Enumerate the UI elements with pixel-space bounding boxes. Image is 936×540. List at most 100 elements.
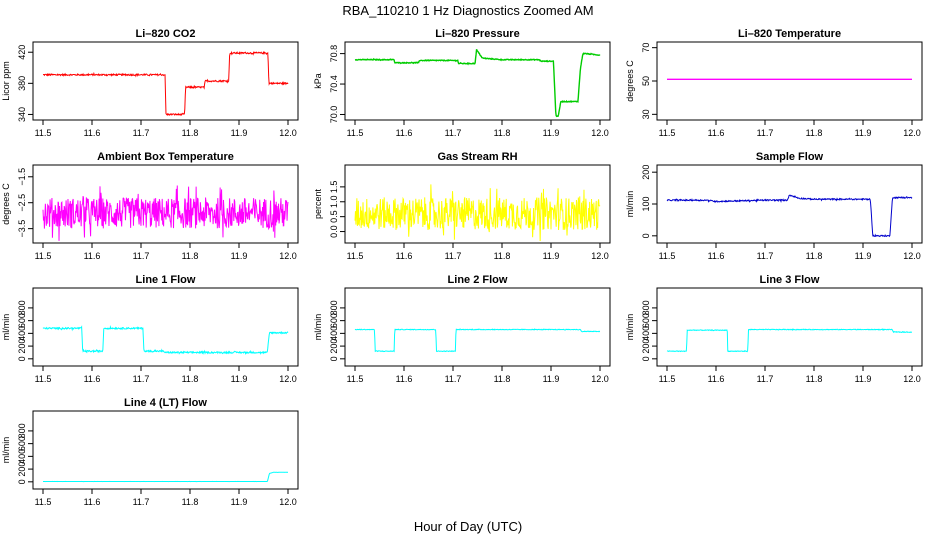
panel-title: Line 2 Flow bbox=[448, 274, 508, 286]
x-tick-label: 12.0 bbox=[279, 251, 297, 261]
y-axis-label: degrees C bbox=[625, 60, 635, 102]
x-tick-label: 11.8 bbox=[806, 251, 823, 261]
y-axis-label: Licor ppm bbox=[1, 61, 11, 101]
panel-title: Li–820 Pressure bbox=[435, 28, 519, 40]
x-tick-label: 11.5 bbox=[347, 128, 364, 138]
y-tick-label: 340 bbox=[17, 107, 27, 122]
x-tick-label: 11.9 bbox=[231, 497, 248, 507]
panel-frame bbox=[32, 41, 299, 121]
y-axis-label: ml/min bbox=[313, 314, 323, 341]
panel-4: Ambient Box Temperature degrees C 11.5 11.6… bbox=[1, 151, 299, 261]
panel-title: Gas Stream RH bbox=[437, 151, 517, 163]
x-tick-label: 11.5 bbox=[35, 374, 52, 384]
series-line bbox=[354, 184, 601, 242]
series-line bbox=[666, 328, 913, 353]
y-tick-label: 1.0 bbox=[329, 196, 339, 209]
figure-title: RBA_110210 1 Hz Diagnostics Zoomed AM bbox=[342, 3, 593, 18]
x-tick-label: 11.7 bbox=[757, 374, 774, 384]
figure-xlabel: Hour of Day (UTC) bbox=[414, 519, 522, 534]
y-tick-label: 30 bbox=[641, 109, 651, 119]
x-tick-label: 11.9 bbox=[543, 374, 560, 384]
panel-title: Li–820 Temperature bbox=[738, 28, 841, 40]
series-line bbox=[666, 194, 913, 238]
panel-frame bbox=[656, 164, 923, 244]
y-tick-label: 200 bbox=[17, 462, 27, 477]
x-tick-label: 11.5 bbox=[659, 374, 676, 384]
x-tick-label: 11.9 bbox=[231, 128, 248, 138]
x-tick-label: 11.7 bbox=[445, 251, 462, 261]
x-tick-label: 11.6 bbox=[396, 128, 413, 138]
y-axis-label: degrees C bbox=[1, 183, 11, 225]
x-tick-label: 11.9 bbox=[543, 251, 560, 261]
panel-title: Li–820 CO2 bbox=[136, 28, 196, 40]
panel-frame bbox=[344, 164, 611, 244]
panel-frame bbox=[656, 287, 923, 367]
y-tick-label: 0 bbox=[17, 356, 27, 361]
x-tick-label: 11.6 bbox=[708, 251, 725, 261]
panel-title: Line 4 (LT) Flow bbox=[124, 397, 207, 409]
panel-title: Sample Flow bbox=[756, 151, 824, 163]
x-tick-label: 11.5 bbox=[659, 251, 676, 261]
x-tick-label: 12.0 bbox=[591, 128, 609, 138]
y-tick-label: 200 bbox=[17, 339, 27, 354]
x-tick-label: 11.7 bbox=[133, 128, 150, 138]
panel-frame bbox=[32, 287, 299, 367]
x-tick-label: 11.7 bbox=[445, 128, 462, 138]
y-tick-label: 0.5 bbox=[329, 210, 339, 223]
y-axis-label: ml/min bbox=[1, 314, 11, 341]
y-tick-label: 1.5 bbox=[329, 181, 339, 194]
y-tick-label: 800 bbox=[641, 300, 651, 315]
y-tick-label: 400 bbox=[329, 326, 339, 341]
x-tick-label: 11.8 bbox=[182, 497, 199, 507]
y-axis-label: ml/min bbox=[625, 314, 635, 341]
y-axis-label: percent bbox=[313, 188, 323, 219]
x-tick-label: 12.0 bbox=[903, 128, 921, 138]
series-line bbox=[42, 185, 289, 241]
x-tick-label: 12.0 bbox=[279, 374, 297, 384]
x-tick-label: 11.7 bbox=[757, 251, 774, 261]
y-tick-label: 600 bbox=[641, 313, 651, 328]
series-line bbox=[42, 325, 289, 355]
y-tick-label: 400 bbox=[17, 449, 27, 464]
y-tick-label: 600 bbox=[17, 436, 27, 451]
y-tick-label: 800 bbox=[17, 423, 27, 438]
y-tick-label: 70.8 bbox=[329, 45, 339, 63]
x-tick-label: 12.0 bbox=[903, 251, 921, 261]
y-tick-label: 0 bbox=[17, 479, 27, 484]
x-tick-label: 11.6 bbox=[84, 497, 101, 507]
y-tick-label: 600 bbox=[329, 313, 339, 328]
x-tick-label: 11.8 bbox=[182, 128, 199, 138]
y-tick-label: −3.5 bbox=[17, 220, 27, 238]
x-tick-label: 11.9 bbox=[231, 374, 248, 384]
y-axis-label: ml/min bbox=[1, 437, 11, 464]
panel-3: Li–820 Temperature degrees C 11.5 11.6 11.7 1… bbox=[625, 28, 923, 138]
x-tick-label: 11.7 bbox=[757, 128, 774, 138]
panel-title: Line 1 Flow bbox=[136, 274, 196, 286]
x-tick-label: 11.8 bbox=[182, 251, 199, 261]
panel-6: Sample Flow ml/min 11.5 11.6 11.7 11.8 11.9 12.… bbox=[625, 151, 923, 261]
x-tick-label: 11.8 bbox=[806, 374, 823, 384]
x-tick-label: 11.7 bbox=[133, 251, 150, 261]
x-tick-label: 11.8 bbox=[494, 251, 511, 261]
series-line bbox=[354, 328, 600, 353]
panel-10: Line 4 (LT) Flow ml/min 11.5 11.6 11.7 11.8 11… bbox=[1, 397, 299, 507]
x-tick-label: 12.0 bbox=[279, 497, 297, 507]
panel-title: Line 3 Flow bbox=[760, 274, 820, 286]
series-line bbox=[354, 49, 601, 118]
series-line bbox=[42, 471, 289, 483]
y-tick-label: 100 bbox=[641, 196, 651, 211]
panel-frame bbox=[344, 287, 611, 367]
x-tick-label: 11.5 bbox=[35, 251, 52, 261]
x-tick-label: 11.8 bbox=[182, 374, 199, 384]
x-tick-label: 11.5 bbox=[347, 374, 364, 384]
x-tick-label: 11.5 bbox=[35, 128, 52, 138]
x-tick-label: 11.5 bbox=[347, 251, 364, 261]
y-tick-label: 800 bbox=[329, 300, 339, 315]
x-tick-label: 11.9 bbox=[543, 128, 560, 138]
y-tick-label: 50 bbox=[641, 76, 651, 86]
panel-5: Gas Stream RH percent 11.5 11.6 11.7 11.8 11.9… bbox=[313, 151, 611, 261]
panel-frame bbox=[32, 410, 299, 490]
y-tick-label: 600 bbox=[17, 313, 27, 328]
x-tick-label: 11.6 bbox=[396, 251, 413, 261]
panel-grid: Li–820 CO2 Licor ppm 11.5 11.6 11.7 11.8 11.9 1… bbox=[1, 28, 923, 507]
